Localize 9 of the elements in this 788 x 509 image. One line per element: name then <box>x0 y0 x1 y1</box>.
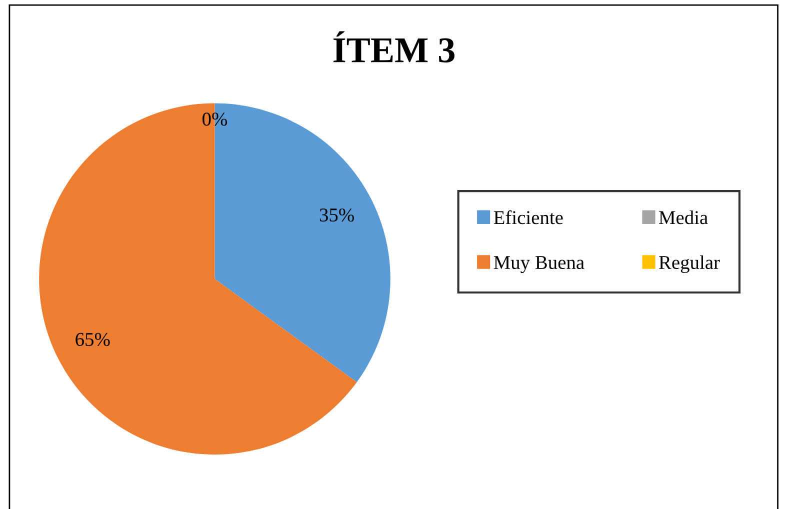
chart-title: ÍTEM 3 <box>334 31 454 62</box>
data-label: 35% <box>320 208 354 222</box>
legend-label: Eficiente <box>494 210 563 224</box>
legend-label: Media <box>659 210 708 224</box>
legend-label: Muy Buena <box>494 256 584 274</box>
pie-slice <box>39 103 357 455</box>
text: 0% <box>202 112 228 126</box>
legend-label: Regular <box>659 255 720 274</box>
data-label: 65% <box>76 332 110 346</box>
